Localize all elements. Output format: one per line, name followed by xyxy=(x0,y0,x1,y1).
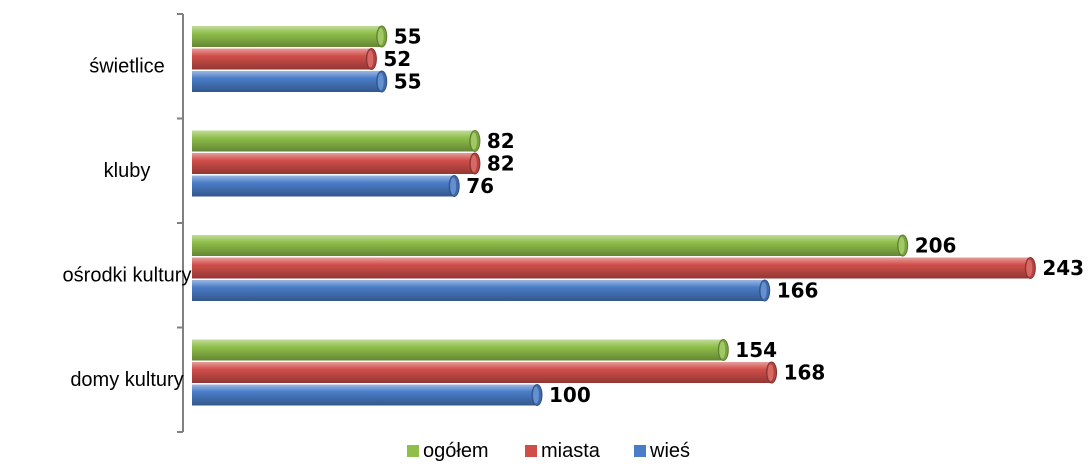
value-label: 168 xyxy=(784,361,826,385)
bar-ogółem xyxy=(192,234,909,257)
bar-wieś xyxy=(192,384,543,406)
bar-wieś xyxy=(192,70,388,93)
legend-item-ogółem: ogółem xyxy=(407,440,489,462)
value-label: 82 xyxy=(487,152,515,176)
value-label: 166 xyxy=(777,279,819,303)
bar-miasta xyxy=(192,361,778,384)
value-label: 55 xyxy=(394,25,422,49)
legend-swatch xyxy=(634,445,646,457)
bar-wieś xyxy=(192,175,460,197)
value-label: 154 xyxy=(735,338,777,362)
value-label: 52 xyxy=(383,47,411,71)
bar-miasta xyxy=(192,48,377,70)
bar-wieś xyxy=(192,279,771,302)
legend: ogółem miasta wieś xyxy=(407,440,690,462)
legend-swatch xyxy=(407,445,419,457)
bar-miasta xyxy=(192,152,481,175)
legend-label: miasta xyxy=(541,440,601,462)
category-label: domy kultury xyxy=(70,369,183,391)
legend-label: wieś xyxy=(649,440,690,462)
value-label: 206 xyxy=(915,234,957,258)
bar-ogółem xyxy=(192,339,729,361)
category-label: ośrodki kultury xyxy=(63,264,192,286)
value-label: 55 xyxy=(394,70,422,94)
legend-item-miasta: miasta xyxy=(525,440,601,462)
bar-ogółem xyxy=(192,25,388,48)
value-label: 243 xyxy=(1042,256,1084,280)
legend-swatch xyxy=(525,445,537,457)
bar-ogółem xyxy=(192,130,481,152)
category-label: kluby xyxy=(104,160,151,182)
bar-miasta xyxy=(192,257,1036,279)
value-label: 76 xyxy=(466,174,494,198)
value-label: 82 xyxy=(487,129,515,153)
legend-item-wieś: wieś xyxy=(634,440,690,462)
value-label: 100 xyxy=(549,383,591,407)
category-label: świetlice xyxy=(89,55,165,77)
legend-label: ogółem xyxy=(423,440,489,462)
